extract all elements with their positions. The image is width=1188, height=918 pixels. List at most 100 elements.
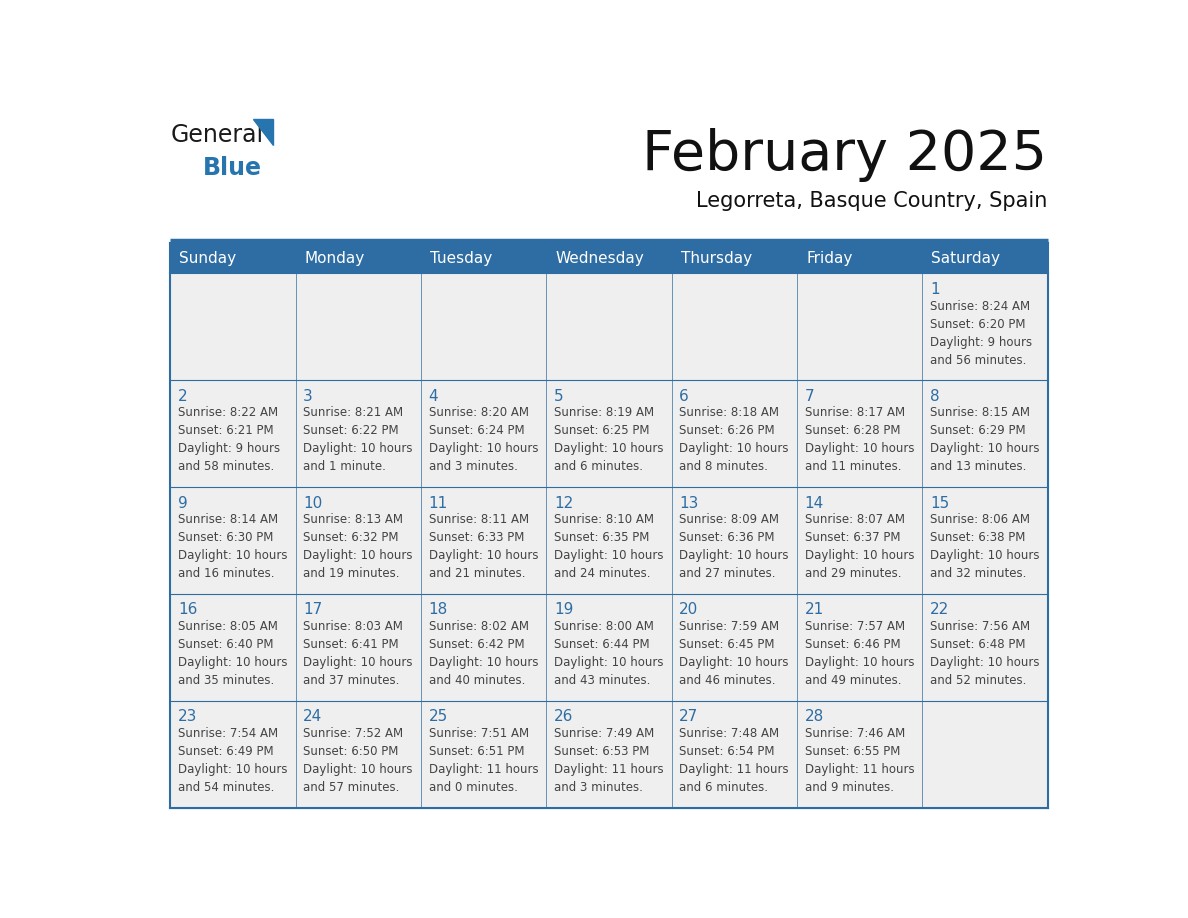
Text: 28: 28 <box>804 710 823 724</box>
Text: Sunrise: 8:00 AM
Sunset: 6:44 PM
Daylight: 10 hours
and 43 minutes.: Sunrise: 8:00 AM Sunset: 6:44 PM Dayligh… <box>554 621 663 688</box>
Text: Sunrise: 8:19 AM
Sunset: 6:25 PM
Daylight: 10 hours
and 6 minutes.: Sunrise: 8:19 AM Sunset: 6:25 PM Dayligh… <box>554 407 663 474</box>
Bar <box>671 380 797 487</box>
Text: Sunrise: 7:59 AM
Sunset: 6:45 PM
Daylight: 10 hours
and 46 minutes.: Sunrise: 7:59 AM Sunset: 6:45 PM Dayligh… <box>680 621 789 688</box>
Bar <box>421 487 546 594</box>
Text: 21: 21 <box>804 602 823 618</box>
Text: 1: 1 <box>930 282 940 297</box>
Text: General: General <box>170 123 264 147</box>
Text: 19: 19 <box>554 602 574 618</box>
Text: 9: 9 <box>178 496 188 510</box>
Bar <box>797 701 922 808</box>
Text: Sunrise: 8:10 AM
Sunset: 6:35 PM
Daylight: 10 hours
and 24 minutes.: Sunrise: 8:10 AM Sunset: 6:35 PM Dayligh… <box>554 513 663 580</box>
Text: Sunrise: 7:46 AM
Sunset: 6:55 PM
Daylight: 11 hours
and 9 minutes.: Sunrise: 7:46 AM Sunset: 6:55 PM Dayligh… <box>804 727 915 794</box>
Bar <box>421 594 546 701</box>
Bar <box>421 242 546 274</box>
Text: Sunrise: 8:22 AM
Sunset: 6:21 PM
Daylight: 9 hours
and 58 minutes.: Sunrise: 8:22 AM Sunset: 6:21 PM Dayligh… <box>178 407 280 474</box>
Bar <box>797 380 922 487</box>
Text: Sunrise: 8:15 AM
Sunset: 6:29 PM
Daylight: 10 hours
and 13 minutes.: Sunrise: 8:15 AM Sunset: 6:29 PM Dayligh… <box>930 407 1040 474</box>
Text: Sunrise: 8:02 AM
Sunset: 6:42 PM
Daylight: 10 hours
and 40 minutes.: Sunrise: 8:02 AM Sunset: 6:42 PM Dayligh… <box>429 621 538 688</box>
Text: 22: 22 <box>930 602 949 618</box>
Text: Sunrise: 8:07 AM
Sunset: 6:37 PM
Daylight: 10 hours
and 29 minutes.: Sunrise: 8:07 AM Sunset: 6:37 PM Dayligh… <box>804 513 914 580</box>
Bar <box>296 242 421 274</box>
Text: 8: 8 <box>930 388 940 404</box>
Text: 13: 13 <box>680 496 699 510</box>
Bar <box>170 242 296 274</box>
Text: Sunrise: 8:09 AM
Sunset: 6:36 PM
Daylight: 10 hours
and 27 minutes.: Sunrise: 8:09 AM Sunset: 6:36 PM Dayligh… <box>680 513 789 580</box>
Text: Sunrise: 8:24 AM
Sunset: 6:20 PM
Daylight: 9 hours
and 56 minutes.: Sunrise: 8:24 AM Sunset: 6:20 PM Dayligh… <box>930 299 1032 366</box>
Text: 11: 11 <box>429 496 448 510</box>
Bar <box>170 701 296 808</box>
Bar <box>296 594 421 701</box>
Bar <box>797 487 922 594</box>
Bar <box>421 274 546 380</box>
Text: Sunrise: 7:49 AM
Sunset: 6:53 PM
Daylight: 11 hours
and 3 minutes.: Sunrise: 7:49 AM Sunset: 6:53 PM Dayligh… <box>554 727 664 794</box>
Text: February 2025: February 2025 <box>643 128 1048 182</box>
Bar <box>922 274 1048 380</box>
Text: Blue: Blue <box>203 156 261 180</box>
Bar <box>296 380 421 487</box>
Bar <box>546 487 671 594</box>
Text: Thursday: Thursday <box>681 251 752 265</box>
Text: Saturday: Saturday <box>931 251 1000 265</box>
Text: Tuesday: Tuesday <box>430 251 492 265</box>
Bar <box>797 594 922 701</box>
Bar <box>922 701 1048 808</box>
Text: Sunrise: 8:14 AM
Sunset: 6:30 PM
Daylight: 10 hours
and 16 minutes.: Sunrise: 8:14 AM Sunset: 6:30 PM Dayligh… <box>178 513 287 580</box>
Bar <box>546 380 671 487</box>
Bar <box>797 242 922 274</box>
Text: 4: 4 <box>429 388 438 404</box>
Text: 14: 14 <box>804 496 823 510</box>
Text: 16: 16 <box>178 602 197 618</box>
Text: 6: 6 <box>680 388 689 404</box>
Bar <box>922 242 1048 274</box>
Bar <box>922 594 1048 701</box>
Polygon shape <box>253 119 273 145</box>
Bar <box>922 380 1048 487</box>
Bar <box>671 701 797 808</box>
Bar <box>671 242 797 274</box>
Text: Sunrise: 8:17 AM
Sunset: 6:28 PM
Daylight: 10 hours
and 11 minutes.: Sunrise: 8:17 AM Sunset: 6:28 PM Dayligh… <box>804 407 914 474</box>
Text: Monday: Monday <box>305 251 365 265</box>
Text: Sunday: Sunday <box>179 251 236 265</box>
Text: Wednesday: Wednesday <box>556 251 644 265</box>
Bar <box>421 380 546 487</box>
Text: Sunrise: 8:11 AM
Sunset: 6:33 PM
Daylight: 10 hours
and 21 minutes.: Sunrise: 8:11 AM Sunset: 6:33 PM Dayligh… <box>429 513 538 580</box>
Text: Sunrise: 7:48 AM
Sunset: 6:54 PM
Daylight: 11 hours
and 6 minutes.: Sunrise: 7:48 AM Sunset: 6:54 PM Dayligh… <box>680 727 789 794</box>
Text: Sunrise: 8:20 AM
Sunset: 6:24 PM
Daylight: 10 hours
and 3 minutes.: Sunrise: 8:20 AM Sunset: 6:24 PM Dayligh… <box>429 407 538 474</box>
Text: Sunrise: 8:06 AM
Sunset: 6:38 PM
Daylight: 10 hours
and 32 minutes.: Sunrise: 8:06 AM Sunset: 6:38 PM Dayligh… <box>930 513 1040 580</box>
Bar <box>546 274 671 380</box>
Text: 12: 12 <box>554 496 573 510</box>
Text: Sunrise: 7:54 AM
Sunset: 6:49 PM
Daylight: 10 hours
and 54 minutes.: Sunrise: 7:54 AM Sunset: 6:49 PM Dayligh… <box>178 727 287 794</box>
Text: Friday: Friday <box>807 251 853 265</box>
Bar <box>671 274 797 380</box>
Bar <box>170 487 296 594</box>
Text: Sunrise: 7:57 AM
Sunset: 6:46 PM
Daylight: 10 hours
and 49 minutes.: Sunrise: 7:57 AM Sunset: 6:46 PM Dayligh… <box>804 621 914 688</box>
Text: 17: 17 <box>303 602 322 618</box>
Bar <box>421 701 546 808</box>
Text: Sunrise: 8:13 AM
Sunset: 6:32 PM
Daylight: 10 hours
and 19 minutes.: Sunrise: 8:13 AM Sunset: 6:32 PM Dayligh… <box>303 513 412 580</box>
Bar <box>546 594 671 701</box>
Bar <box>797 274 922 380</box>
Bar <box>546 242 671 274</box>
Text: 3: 3 <box>303 388 312 404</box>
Bar <box>170 594 296 701</box>
Text: Sunrise: 7:52 AM
Sunset: 6:50 PM
Daylight: 10 hours
and 57 minutes.: Sunrise: 7:52 AM Sunset: 6:50 PM Dayligh… <box>303 727 412 794</box>
Text: 24: 24 <box>303 710 322 724</box>
Text: 15: 15 <box>930 496 949 510</box>
Bar <box>546 701 671 808</box>
Text: 10: 10 <box>303 496 322 510</box>
Text: Sunrise: 7:56 AM
Sunset: 6:48 PM
Daylight: 10 hours
and 52 minutes.: Sunrise: 7:56 AM Sunset: 6:48 PM Dayligh… <box>930 621 1040 688</box>
Bar <box>671 594 797 701</box>
Bar <box>671 487 797 594</box>
Bar <box>170 380 296 487</box>
Text: 2: 2 <box>178 388 188 404</box>
Text: 23: 23 <box>178 710 197 724</box>
Bar <box>170 274 296 380</box>
Text: 5: 5 <box>554 388 563 404</box>
Text: Sunrise: 8:18 AM
Sunset: 6:26 PM
Daylight: 10 hours
and 8 minutes.: Sunrise: 8:18 AM Sunset: 6:26 PM Dayligh… <box>680 407 789 474</box>
Text: Sunrise: 8:05 AM
Sunset: 6:40 PM
Daylight: 10 hours
and 35 minutes.: Sunrise: 8:05 AM Sunset: 6:40 PM Dayligh… <box>178 621 287 688</box>
Text: 27: 27 <box>680 710 699 724</box>
Bar <box>296 487 421 594</box>
Bar <box>922 487 1048 594</box>
Text: Sunrise: 7:51 AM
Sunset: 6:51 PM
Daylight: 11 hours
and 0 minutes.: Sunrise: 7:51 AM Sunset: 6:51 PM Dayligh… <box>429 727 538 794</box>
